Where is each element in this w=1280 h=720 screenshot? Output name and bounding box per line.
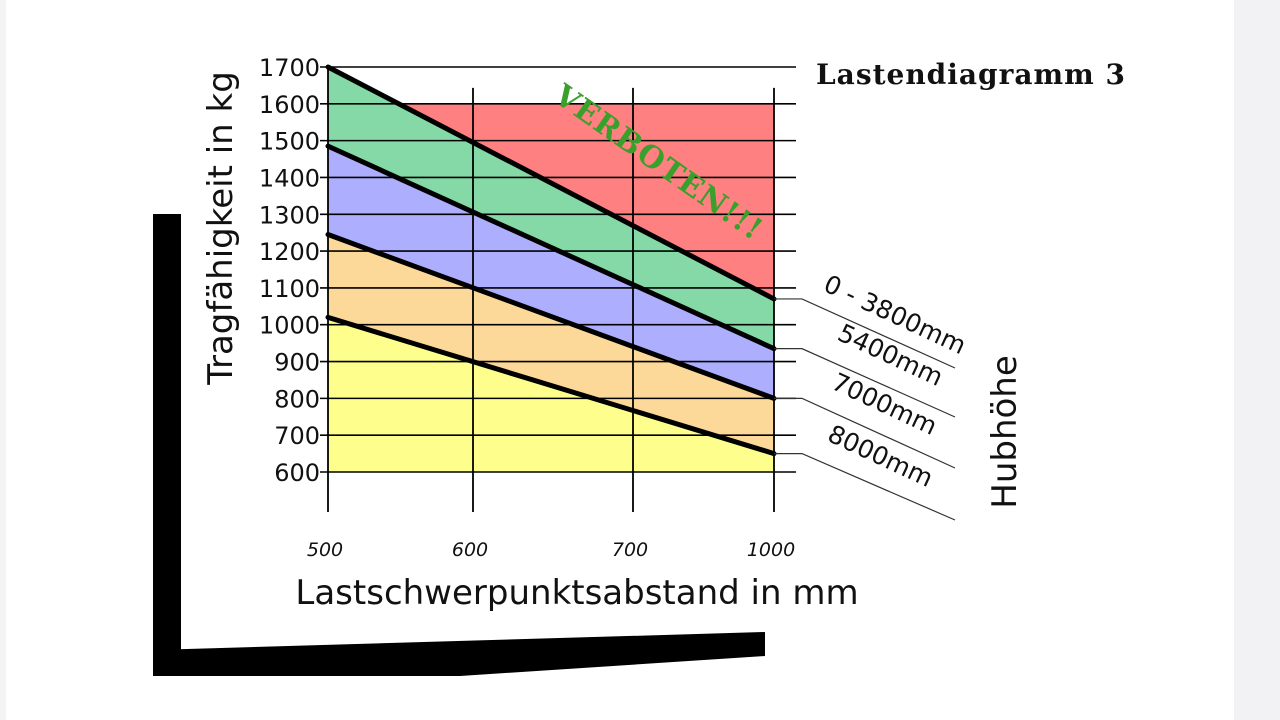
leader-3 bbox=[774, 397, 956, 469]
y-tick-1000: 1000 bbox=[259, 312, 320, 340]
load-diagram: 1700 1600 1500 1400 1300 1200 1100 1000 900 800 70… bbox=[153, 54, 1126, 676]
x-tick-labels: 500 600 700 1000 bbox=[307, 539, 795, 561]
leader-1 bbox=[774, 298, 956, 369]
series-line-3 bbox=[325, 232, 777, 401]
y-tick-1600: 1600 bbox=[259, 91, 320, 119]
x-axis-title: Lastschwerpunktsabstand in mm bbox=[295, 573, 858, 613]
y-tick-600: 600 bbox=[274, 459, 320, 487]
y-tick-700: 700 bbox=[274, 422, 320, 450]
capacity-bands bbox=[328, 67, 774, 472]
y-tick-1100: 1100 bbox=[259, 275, 320, 303]
series-lines bbox=[325, 64, 777, 457]
band-4 bbox=[328, 317, 774, 472]
y-tick-1300: 1300 bbox=[259, 201, 320, 229]
x-tick-600: 600 bbox=[452, 539, 488, 561]
y-tick-1500: 1500 bbox=[259, 128, 320, 156]
series-line-2 bbox=[325, 143, 777, 352]
x-tick-500: 500 bbox=[307, 539, 343, 561]
y-tick-800: 800 bbox=[274, 385, 320, 413]
y-axis-title: Tragfähigkeit in kg bbox=[201, 71, 241, 386]
band-2 bbox=[328, 146, 774, 399]
forklift-fork bbox=[153, 214, 765, 676]
series-line-4 bbox=[325, 314, 777, 457]
right-scroll-area bbox=[1234, 0, 1280, 720]
band-1 bbox=[328, 67, 774, 349]
legend-title: Hubhöhe bbox=[985, 355, 1025, 509]
y-tick-1200: 1200 bbox=[259, 238, 320, 266]
series-line-1 bbox=[325, 64, 777, 302]
x-tick-1000: 1000 bbox=[747, 539, 795, 561]
y-tick-1400: 1400 bbox=[259, 164, 320, 192]
leader-2 bbox=[774, 348, 956, 418]
y-tick-1700: 1700 bbox=[259, 54, 320, 82]
y-tick-900: 900 bbox=[274, 349, 320, 377]
chart-title: Lastendiagramm 3 bbox=[816, 58, 1126, 91]
leader-4 bbox=[774, 452, 956, 521]
x-tick-700: 700 bbox=[612, 539, 648, 561]
legend-leaders bbox=[774, 298, 956, 521]
y-tick-labels: 1700 1600 1500 1400 1300 1200 1100 1000 900 800 70… bbox=[259, 54, 320, 487]
left-edge bbox=[0, 0, 6, 720]
